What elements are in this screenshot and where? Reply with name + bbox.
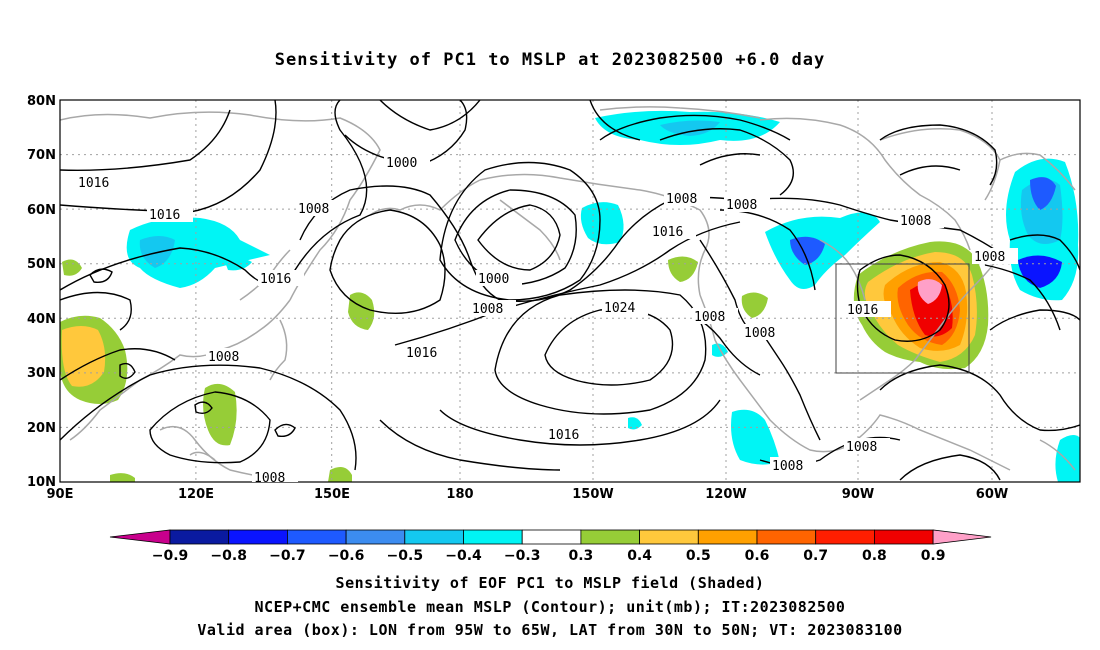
- shade-tropic-negative: [1055, 435, 1080, 482]
- lat-tick-label: 80N: [27, 94, 56, 109]
- colorbar-arrow-low: [109, 529, 171, 545]
- contour-label: 1008: [726, 198, 757, 213]
- colorbar-segment: [228, 529, 288, 545]
- lat-tick-label: 20N: [27, 421, 56, 436]
- shade-pac-green1: [348, 292, 375, 330]
- colorbar-tick-label: −0.8: [210, 548, 247, 564]
- colorbar-segment: [815, 529, 875, 545]
- contour-label: 1008: [472, 302, 503, 317]
- shade-wpac-negative: [126, 217, 271, 288]
- contour-label: 1016: [406, 346, 437, 361]
- colorbar: −0.9 −0.8 −0.7 −0.6 −0.5 −0.4 −0.3 0.3 0.4 0.5 0.6…: [109, 529, 992, 564]
- contour-label: 1008: [208, 350, 239, 365]
- latitude-labels: 80N 70N 60N 50N 40N 30N 20N 10N: [27, 94, 56, 490]
- shade-small-cyan2: [628, 417, 642, 430]
- contour-label: 1016: [652, 225, 683, 240]
- contour-label: 1008: [254, 471, 285, 486]
- lon-tick-label: 90E: [47, 487, 74, 502]
- contour-label: 1016: [78, 176, 109, 191]
- lat-tick-label: 50N: [27, 257, 56, 272]
- contour-label: 1016: [548, 428, 579, 443]
- colorbar-segment: [639, 529, 699, 545]
- contour-label: 1008: [900, 214, 931, 229]
- coastlines: [60, 106, 1076, 479]
- colorbar-tick-label: 0.4: [627, 548, 652, 564]
- colorbar-segment: [169, 529, 230, 545]
- longitude-labels: 90E 120E 150E 180 150W 120W 90W 60W: [47, 487, 1009, 502]
- colorbar-tick-label: −0.6: [328, 548, 365, 564]
- colorbar-segment: [463, 529, 523, 545]
- colorbar-tick-label: −0.3: [504, 548, 541, 564]
- valid-area-box: [835, 263, 970, 374]
- shade-china-yellow: [61, 326, 106, 387]
- colorbar-tick-label: 0.3: [568, 548, 593, 564]
- colorbar-segment: [580, 529, 641, 545]
- colorbar-tick-label: 0.6: [745, 548, 770, 564]
- contour-label: 1008: [772, 459, 803, 474]
- shade-natl-core: [1030, 177, 1056, 210]
- shade-pac-green5: [328, 466, 352, 482]
- lat-tick-label: 30N: [27, 366, 56, 381]
- lon-tick-label: 90W: [842, 487, 874, 502]
- contour-label: 1024: [604, 301, 635, 316]
- lat-tick-label: 70N: [27, 148, 56, 163]
- contour-label: 1008: [694, 310, 725, 325]
- shade-eastus-pink: [917, 279, 942, 304]
- caption-shaded: Sensitivity of EOF PC1 to MSLP field (Sh…: [335, 574, 765, 592]
- colorbar-segment: [756, 529, 817, 545]
- colorbar-tick-label: 0.5: [686, 548, 711, 564]
- lon-tick-label: 150E: [314, 487, 350, 502]
- lon-tick-label: 120E: [178, 487, 214, 502]
- contour-label: 1008: [298, 202, 329, 217]
- colorbar-segment: [345, 529, 406, 545]
- colorbar-segment: [404, 529, 464, 545]
- caption-valid-area: Valid area (box): LON from 95W to 65W, L…: [197, 621, 903, 639]
- colorbar-tick-label: 0.7: [803, 548, 828, 564]
- colorbar-tick-label: 0.9: [921, 548, 946, 564]
- shade-arctic-negative-core: [660, 120, 720, 136]
- contour-label: 1016: [260, 272, 291, 287]
- lon-tick-label: 150W: [572, 487, 613, 502]
- colorbar-segment: [286, 529, 347, 545]
- lat-tick-label: 40N: [27, 312, 56, 327]
- shade-goa-negative: [580, 202, 624, 245]
- colorbar-tick-label: 0.8: [862, 548, 887, 564]
- plot-border: [59, 99, 1081, 483]
- colorbar-tick-label: −0.9: [152, 548, 189, 564]
- gridlines: [60, 100, 1080, 482]
- shade-pac-green6: [110, 473, 135, 482]
- shade-caribbean-negative: [731, 409, 780, 465]
- colorbar-tick-label: −0.5: [387, 548, 424, 564]
- contour-labels: 1016 1000 1008 1016 1008 1016 1000 1008 …: [76, 154, 1018, 486]
- shaded-sensitivity: [60, 110, 1080, 482]
- contour-label: 1008: [744, 326, 775, 341]
- contour-label: 1008: [974, 250, 1005, 265]
- colorbar-segment: [874, 529, 934, 545]
- shade-pac-green3: [668, 256, 698, 282]
- contour-label: 1000: [478, 272, 509, 287]
- colorbar-segment: [697, 529, 758, 545]
- lon-tick-label: 120W: [705, 487, 746, 502]
- colorbar-segment: [521, 529, 582, 545]
- colorbar-arrow-high: [932, 529, 992, 545]
- contour-label: 1008: [846, 440, 877, 455]
- caption-contour: NCEP+CMC ensemble mean MSLP (Contour); u…: [254, 598, 846, 616]
- contour-label: 1016: [847, 303, 878, 318]
- lon-tick-label: 60W: [976, 487, 1008, 502]
- shade-pac-green2: [203, 383, 237, 446]
- contour-label: 1008: [666, 192, 697, 207]
- map-title: Sensitivity of PC1 to MSLP at 2023082500…: [274, 50, 826, 70]
- shade-pac-green4: [741, 292, 768, 318]
- colorbar-tick-label: −0.4: [445, 548, 482, 564]
- lat-tick-label: 10N: [27, 475, 56, 490]
- contour-label: 1000: [386, 156, 417, 171]
- lon-tick-label: 180: [446, 487, 473, 502]
- contour-label: 1016: [149, 208, 180, 223]
- lat-tick-label: 60N: [27, 203, 56, 218]
- colorbar-tick-label: −0.7: [269, 548, 306, 564]
